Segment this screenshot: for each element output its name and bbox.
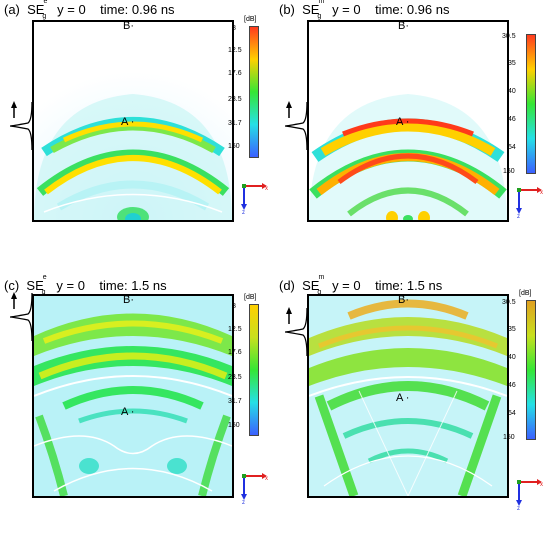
- subscript: g: [317, 288, 322, 296]
- field-plot: B· A ·: [307, 20, 509, 222]
- time-value: time: 1.5 ns: [99, 278, 167, 293]
- colorbar-tick: 35: [508, 60, 516, 67]
- y-value: y = 0: [57, 2, 86, 17]
- superscript: e: [42, 273, 47, 281]
- field-image: [34, 22, 232, 222]
- colorbar: [249, 26, 259, 158]
- panel-label: (b): [279, 2, 295, 17]
- axes-icon: x z: [516, 187, 543, 218]
- panel-label: (a): [4, 2, 20, 17]
- subscript: g: [41, 288, 46, 296]
- panel-d: (d) SEmg y = 0 time: 1.5 ns B· A · [dB: [275, 273, 550, 534]
- time-value: time: 0.96 ns: [100, 2, 175, 17]
- panel-b: (b) SEmg y = 0 time: 0.96 ns B· A · 30.5: [275, 0, 550, 258]
- field-image: [309, 296, 507, 496]
- x-axis-letter: x: [265, 186, 268, 192]
- colorbar-tick: 23.5: [228, 96, 242, 103]
- plot-baseline: [32, 220, 234, 222]
- colorbar-tick: 12.5: [228, 47, 242, 54]
- colorbar-tick: 30.5: [502, 299, 516, 306]
- axes-icon: x z: [516, 479, 543, 510]
- subscript: g: [42, 12, 47, 20]
- colorbar-tick: 8: [232, 303, 236, 310]
- x-axis-letter: x: [540, 482, 543, 488]
- y-value: y = 0: [332, 278, 361, 293]
- plot-baseline: [307, 496, 509, 498]
- colorbar-tick: 31.7: [228, 398, 242, 405]
- time-value: time: 1.5 ns: [375, 278, 443, 293]
- point-a-label: A ·: [396, 116, 410, 128]
- point-b-label: B·: [123, 20, 135, 32]
- colorbar-tick: 40: [508, 88, 516, 95]
- colorbar-tick: 35: [508, 326, 516, 333]
- point-a-label: A ·: [121, 406, 135, 418]
- colorbar-tick: 17.6: [228, 349, 242, 356]
- field-plot: B· A ·: [307, 294, 509, 496]
- x-axis-letter: x: [265, 476, 268, 482]
- gaussian-pulse-icon: [9, 292, 33, 341]
- z-axis-letter: z: [242, 210, 245, 214]
- field-image: [34, 296, 232, 496]
- panel-label: (d): [279, 278, 295, 293]
- subscript: g: [317, 12, 322, 20]
- point-a-label: A ·: [121, 116, 135, 128]
- axes-icon: x z: [241, 473, 268, 504]
- quantity-symbol: SEmg: [302, 0, 325, 20]
- z-axis-letter: z: [517, 506, 520, 510]
- panel-title: (d) SEmg y = 0 time: 1.5 ns: [279, 273, 443, 296]
- z-axis-letter: z: [517, 214, 520, 218]
- point-b-label: B·: [398, 294, 410, 306]
- field-plot: B· A ·: [32, 294, 234, 496]
- colorbar-tick: 150: [503, 434, 515, 441]
- colorbar-tick: 46: [508, 382, 516, 389]
- superscript: m: [318, 273, 325, 281]
- superscript: m: [318, 0, 325, 5]
- colorbar-tick: 12.5: [228, 326, 242, 333]
- colorbar-tick: 54: [508, 144, 516, 151]
- gaussian-pulse-icon: [284, 307, 308, 356]
- y-value: y = 0: [332, 2, 361, 17]
- colorbar-unit: [dB]: [244, 294, 257, 301]
- colorbar-tick: 150: [228, 422, 240, 429]
- quantity-symbol: SEeg: [27, 0, 48, 20]
- colorbar-unit: [dB]: [519, 290, 532, 297]
- panel-label: (c): [4, 278, 20, 293]
- superscript: e: [43, 0, 48, 5]
- z-axis-letter: z: [242, 500, 245, 504]
- gaussian-pulse-icon: [284, 101, 308, 150]
- colorbar-tick: 40: [508, 354, 516, 361]
- field-plot: B· A ·: [32, 20, 234, 222]
- quantity-symbol: SEmg: [302, 273, 325, 296]
- colorbar-tick: 23.5: [228, 374, 242, 381]
- gaussian-pulse-icon: [9, 101, 33, 150]
- point-b-label: B·: [398, 20, 410, 32]
- plot-baseline: [307, 220, 509, 222]
- colorbar: [526, 34, 536, 174]
- colorbar: [526, 300, 536, 440]
- colorbar-tick: 150: [503, 168, 515, 175]
- colorbar-tick: 31.7: [228, 120, 242, 127]
- colorbar-tick: 30.5: [502, 33, 516, 40]
- plot-baseline: [32, 496, 234, 498]
- panel-c: (c) SEeg y = 0 time: 1.5 ns B· A ·: [0, 273, 275, 534]
- point-a-label: A ·: [396, 392, 410, 404]
- panel-title: (b) SEmg y = 0 time: 0.96 ns: [279, 0, 450, 20]
- colorbar-tick: 54: [508, 410, 516, 417]
- point-b-label: B·: [123, 294, 135, 306]
- field-image: [309, 22, 507, 222]
- colorbar: [249, 304, 259, 436]
- panel-a: (a) SEeg y = 0 time: 0.96 ns B· A ·: [0, 0, 275, 258]
- panel-title: (c) SEeg y = 0 time: 1.5 ns: [4, 273, 167, 296]
- colorbar-tick: 17.6: [228, 70, 242, 77]
- panel-title: (a) SEeg y = 0 time: 0.96 ns: [4, 0, 175, 20]
- y-value: y = 0: [56, 278, 85, 293]
- axes-icon: x z: [241, 183, 268, 214]
- colorbar-unit: [dB]: [244, 16, 257, 23]
- colorbar-tick: 46: [508, 116, 516, 123]
- colorbar-tick: 150: [228, 143, 240, 150]
- time-value: time: 0.96 ns: [375, 2, 450, 17]
- x-axis-letter: x: [540, 190, 543, 196]
- colorbar-tick: 8: [232, 25, 236, 32]
- quantity-symbol: SEeg: [26, 273, 47, 296]
